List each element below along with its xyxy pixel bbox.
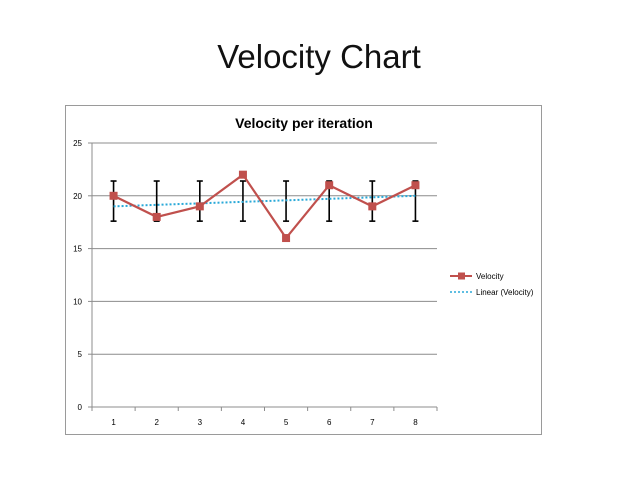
data-point xyxy=(325,181,334,190)
data-point xyxy=(152,212,161,221)
x-tick-label: 4 xyxy=(241,418,246,427)
y-tick-label: 20 xyxy=(73,192,82,201)
data-point xyxy=(238,170,247,179)
x-tick-label: 1 xyxy=(111,418,116,427)
x-tick-label: 2 xyxy=(154,418,159,427)
y-tick-label: 25 xyxy=(73,139,82,148)
y-tick-label: 10 xyxy=(73,297,82,306)
data-point xyxy=(282,234,291,243)
y-tick-label: 15 xyxy=(73,245,82,254)
data-point xyxy=(109,191,118,200)
x-tick-label: 5 xyxy=(284,418,289,427)
x-tick-label: 3 xyxy=(198,418,203,427)
y-tick-label: 5 xyxy=(78,350,83,359)
plot-area: 0 5 10 15 20 25 1 2 3 4 5 6 7 8 xyxy=(73,139,438,427)
legend-velocity-label: Velocity xyxy=(476,272,504,281)
data-point xyxy=(368,202,377,211)
x-tick-label: 6 xyxy=(327,418,332,427)
data-point xyxy=(411,181,420,190)
series-line-velocity xyxy=(113,173,416,240)
legend-trendline-label: Linear (Velocity) xyxy=(476,288,534,297)
legend-velocity-marker xyxy=(458,272,465,280)
data-point xyxy=(195,202,204,211)
chart-frame: Velocity per iteration 0 5 10 15 20 25 1 2 3 4 5 6 7… xyxy=(65,105,542,435)
chart-title: Velocity per iteration xyxy=(235,115,373,131)
y-tick-label: 0 xyxy=(78,403,83,412)
velocity-chart: Velocity per iteration 0 5 10 15 20 25 1 2 3 4 5 6 7… xyxy=(73,115,534,427)
chart-legend: Velocity Linear (Velocity) xyxy=(450,272,534,297)
x-tick-label: 7 xyxy=(370,418,375,427)
slide-title: Velocity Chart xyxy=(217,38,421,75)
x-tick-label: 8 xyxy=(413,418,418,427)
